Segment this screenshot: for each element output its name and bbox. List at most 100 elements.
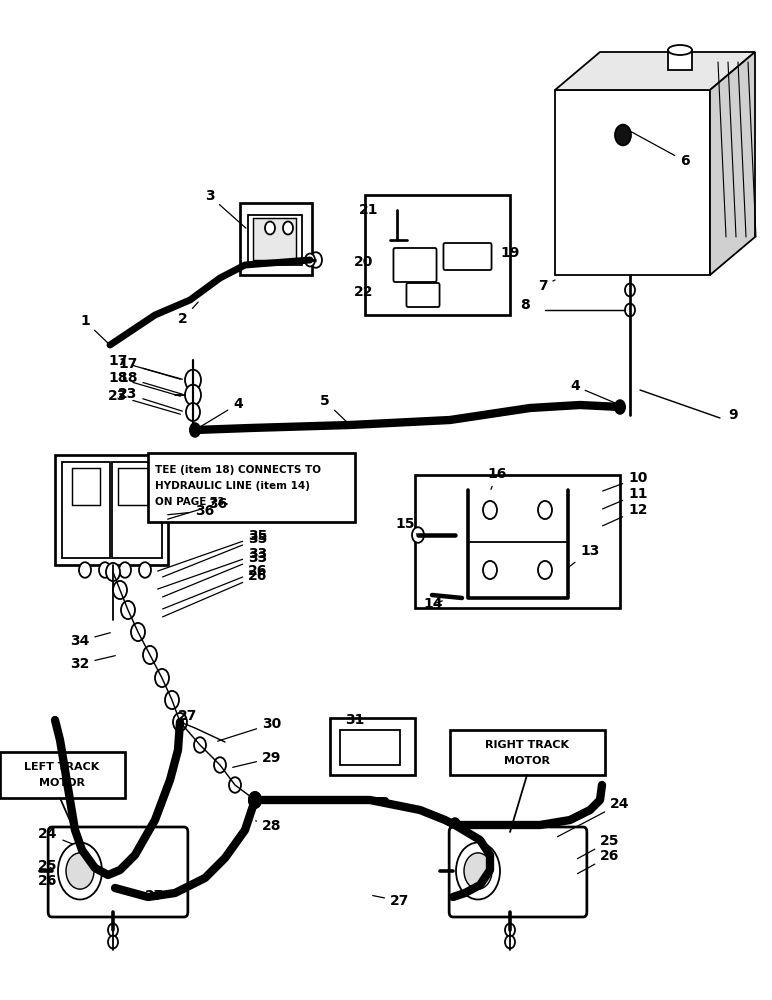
Bar — [415, 475, 620, 608]
Bar — [668, 50, 692, 70]
FancyBboxPatch shape — [48, 827, 188, 917]
Text: TEE (item 18) CONNECTS TO: TEE (item 18) CONNECTS TO — [155, 465, 321, 475]
Text: 26: 26 — [577, 849, 619, 874]
Text: 26: 26 — [163, 564, 267, 609]
Bar — [148, 453, 355, 522]
Text: 25: 25 — [38, 859, 57, 873]
Text: 17: 17 — [118, 357, 182, 379]
Bar — [365, 195, 510, 315]
Text: 28: 28 — [256, 819, 282, 833]
Text: LEFT TRACK: LEFT TRACK — [25, 762, 100, 772]
Bar — [0, 752, 125, 798]
Bar — [72, 468, 100, 505]
Text: 30: 30 — [218, 717, 281, 741]
Text: 27: 27 — [373, 894, 409, 908]
Circle shape — [449, 817, 461, 833]
Text: 24: 24 — [557, 797, 629, 837]
Bar — [240, 203, 312, 275]
Text: HYDRAULIC LINE (item 14): HYDRAULIC LINE (item 14) — [155, 481, 310, 491]
Text: 23: 23 — [108, 389, 181, 414]
Circle shape — [265, 222, 275, 234]
Circle shape — [615, 125, 631, 145]
Text: 36: 36 — [168, 504, 215, 518]
Text: MOTOR: MOTOR — [504, 756, 550, 766]
Bar — [248, 215, 302, 265]
Text: 11: 11 — [603, 487, 648, 509]
Circle shape — [155, 669, 169, 687]
Text: 19: 19 — [500, 246, 520, 260]
Circle shape — [99, 562, 111, 578]
Circle shape — [185, 370, 201, 390]
Bar — [340, 730, 400, 765]
Circle shape — [505, 936, 515, 948]
Text: 3: 3 — [205, 189, 246, 228]
Text: 27: 27 — [178, 709, 198, 723]
Text: 33: 33 — [157, 547, 267, 589]
FancyBboxPatch shape — [406, 283, 439, 307]
Text: 24: 24 — [38, 827, 73, 844]
Circle shape — [248, 791, 262, 809]
Text: 14: 14 — [423, 597, 442, 611]
Circle shape — [464, 853, 492, 889]
Circle shape — [456, 843, 500, 899]
Circle shape — [139, 562, 151, 578]
Text: 10: 10 — [603, 471, 648, 491]
Text: 7: 7 — [538, 279, 555, 293]
Circle shape — [108, 936, 118, 948]
Text: ON PAGE 73.: ON PAGE 73. — [155, 497, 229, 507]
Bar — [253, 218, 296, 260]
Text: 23: 23 — [118, 387, 182, 411]
FancyBboxPatch shape — [394, 248, 436, 282]
Text: MOTOR: MOTOR — [39, 778, 85, 788]
Circle shape — [249, 792, 261, 808]
Circle shape — [483, 501, 497, 519]
Circle shape — [186, 403, 200, 421]
Circle shape — [108, 924, 118, 936]
Ellipse shape — [668, 45, 692, 55]
Text: 2: 2 — [178, 302, 198, 326]
Circle shape — [113, 581, 127, 599]
Circle shape — [131, 623, 145, 641]
Text: 18: 18 — [108, 371, 181, 396]
Circle shape — [625, 304, 635, 316]
Bar — [55, 455, 168, 565]
Text: 17: 17 — [108, 354, 181, 379]
Text: 5: 5 — [320, 394, 348, 423]
Bar — [450, 730, 605, 775]
Bar — [62, 462, 110, 558]
Bar — [330, 718, 415, 775]
FancyBboxPatch shape — [449, 827, 587, 917]
Circle shape — [614, 399, 626, 415]
Circle shape — [58, 843, 102, 899]
Circle shape — [214, 757, 226, 773]
Circle shape — [165, 691, 179, 709]
Bar — [112, 462, 162, 558]
Text: 21: 21 — [358, 203, 378, 217]
Text: 12: 12 — [602, 503, 648, 526]
Text: 25: 25 — [577, 834, 619, 859]
Text: 8: 8 — [520, 298, 530, 312]
Circle shape — [229, 777, 241, 793]
Text: 35: 35 — [157, 529, 267, 571]
Text: 13: 13 — [567, 544, 599, 568]
Text: 18: 18 — [118, 371, 182, 394]
Circle shape — [121, 601, 135, 619]
Text: 31: 31 — [345, 713, 364, 727]
Circle shape — [66, 853, 94, 889]
Text: 29: 29 — [232, 751, 281, 767]
Text: 26: 26 — [163, 569, 267, 617]
Circle shape — [194, 737, 206, 753]
Text: 4: 4 — [198, 397, 242, 429]
Text: 35: 35 — [163, 532, 267, 577]
Circle shape — [119, 562, 131, 578]
Polygon shape — [710, 52, 755, 275]
Circle shape — [538, 501, 552, 519]
Circle shape — [310, 252, 322, 268]
Circle shape — [283, 222, 293, 234]
Circle shape — [143, 646, 157, 664]
Text: 26: 26 — [38, 874, 57, 888]
Circle shape — [483, 561, 497, 579]
Circle shape — [505, 924, 515, 936]
Text: 33: 33 — [163, 551, 267, 597]
Circle shape — [305, 254, 315, 266]
